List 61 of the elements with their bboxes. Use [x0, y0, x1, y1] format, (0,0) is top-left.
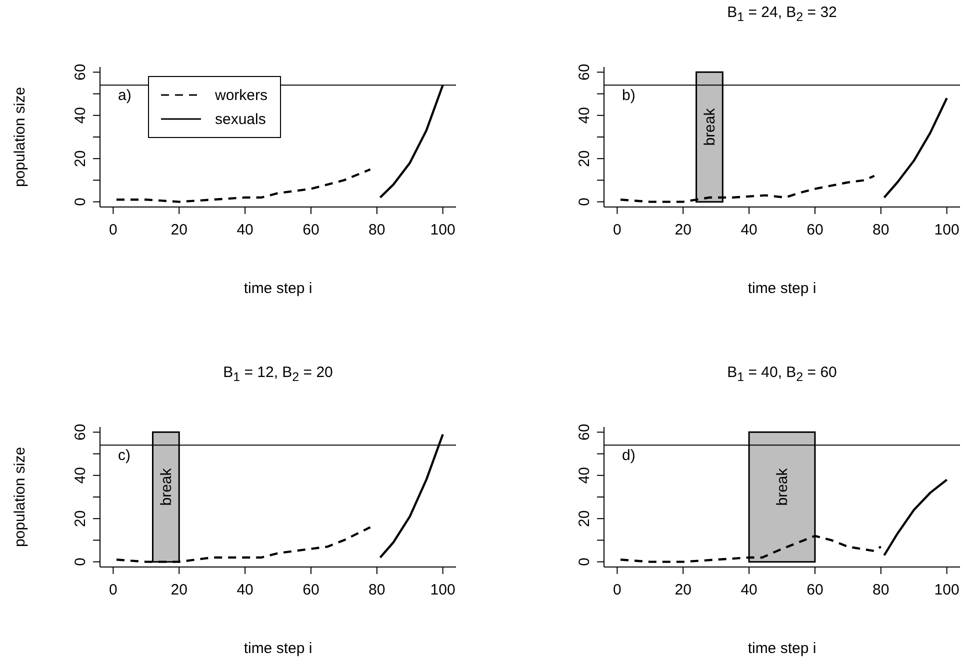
x-tick-label: 60	[302, 222, 320, 239]
x-tick-label: 60	[806, 222, 824, 239]
y-tick-label: 0	[72, 558, 89, 566]
x-axis-title: time step i	[746, 640, 818, 657]
band-label: break	[774, 468, 791, 506]
x-tick-label: 0	[109, 582, 118, 599]
y-tick-label: 40	[72, 467, 89, 484]
y-tick-label: 60	[72, 64, 89, 81]
x-tick-label: 40	[236, 582, 254, 599]
x-tick-label: 80	[872, 222, 890, 239]
annotation: a)	[118, 87, 132, 104]
y-tick-label: 20	[72, 510, 89, 527]
x-tick-label: 40	[740, 582, 758, 599]
x-tick-label: 20	[674, 222, 692, 239]
y-axis-title: population size	[12, 86, 28, 188]
x-tick-label: 100	[934, 222, 960, 239]
x-tick-label: 20	[170, 582, 188, 599]
x-tick-label: 100	[430, 222, 456, 239]
legend-label: workers	[215, 86, 268, 104]
y-tick-label: 20	[72, 150, 89, 167]
y-tick-label: 60	[576, 424, 593, 441]
x-tick-label: 0	[109, 222, 118, 239]
y-tick-label: 40	[576, 467, 593, 484]
y-tick-label: 0	[576, 558, 593, 566]
y-tick-label: 0	[576, 198, 593, 206]
y-tick-label: 60	[576, 64, 593, 81]
chart-title: B$_{1}$ = 24, B$_{2}$ = 32	[726, 4, 838, 24]
band-label: break	[158, 468, 175, 506]
x-tick-label: 0	[613, 222, 622, 239]
band-label: break	[701, 108, 718, 146]
y-axis-title: population size	[12, 446, 28, 548]
annotation: c)	[118, 447, 130, 464]
y-tick-label: 40	[72, 107, 89, 124]
annotation: b)	[622, 87, 636, 104]
y-tick-label: 20	[576, 150, 593, 167]
x-tick-label: 80	[368, 222, 386, 239]
annotation: d)	[622, 447, 636, 464]
x-tick-label: 20	[170, 222, 188, 239]
x-tick-label: 20	[674, 582, 692, 599]
y-tick-label: 40	[576, 107, 593, 124]
y-tick-label: 60	[72, 424, 89, 441]
y-tick-label: 20	[576, 510, 593, 527]
x-tick-label: 100	[430, 582, 456, 599]
x-axis-title: time step i	[242, 640, 314, 657]
x-tick-label: 40	[740, 222, 758, 239]
x-tick-label: 40	[236, 222, 254, 239]
x-tick-label: 80	[368, 582, 386, 599]
legend-label: sexuals	[215, 110, 266, 128]
y-tick-label: 0	[72, 198, 89, 206]
line-series	[883, 97, 948, 199]
x-axis-title: time step i	[242, 280, 314, 297]
x-tick-label: 60	[302, 582, 320, 599]
x-tick-label: 60	[806, 582, 824, 599]
chart-title: B$_{1}$ = 40, B$_{2}$ = 60	[726, 364, 838, 384]
x-tick-label: 0	[613, 582, 622, 599]
x-tick-label: 80	[872, 582, 890, 599]
line-series	[115, 168, 372, 203]
line-series	[883, 478, 948, 556]
x-axis-title: time step i	[746, 280, 818, 297]
chart-title: B$_{1}$ = 12, B$_{2}$ = 20	[222, 364, 334, 384]
x-tick-label: 100	[934, 582, 960, 599]
